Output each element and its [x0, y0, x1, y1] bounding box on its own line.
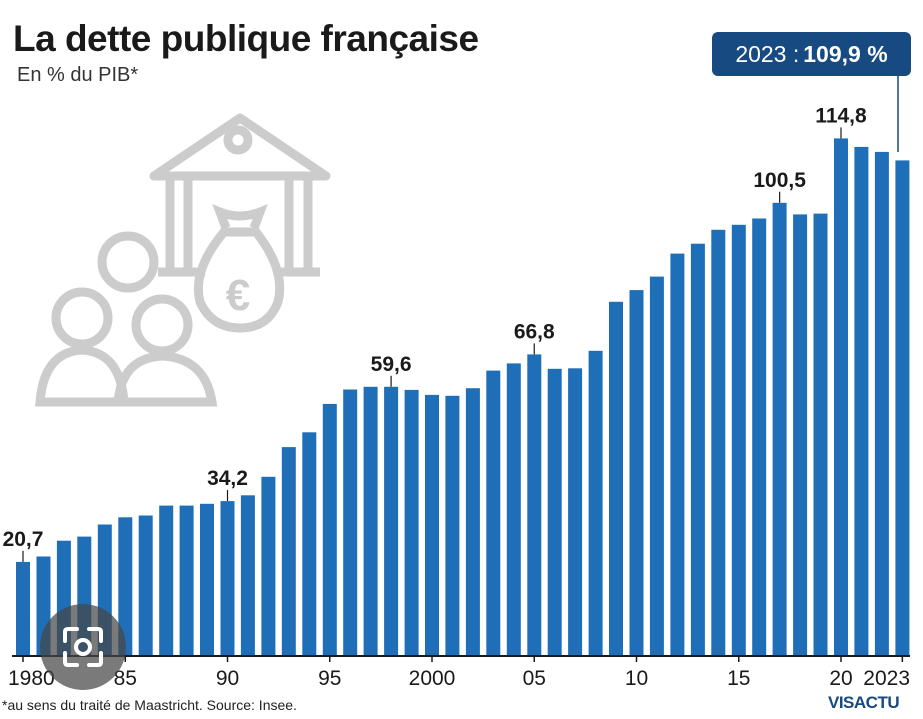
svg-text:€: €: [226, 271, 250, 320]
bar-2023: [895, 160, 910, 655]
camera-lens-icon: [63, 627, 103, 667]
decorative-illustration: €: [35, 113, 331, 407]
bar-2003: [486, 370, 501, 655]
bar-2005: [527, 354, 542, 655]
bar-1990: [220, 501, 235, 655]
x-tick-label-2015: 15: [727, 667, 750, 690]
bar-2013: [690, 243, 705, 655]
bar-2012: [670, 253, 685, 655]
people-group-icon: [35, 231, 218, 407]
bar-2009: [609, 301, 623, 656]
x-tick-label-1980: 1980: [8, 667, 55, 690]
data-label-2005: 66,8: [514, 320, 555, 343]
bar-2004: [506, 363, 521, 655]
latest-value-badge: 2023 : 109,9 %: [712, 32, 911, 76]
bar-2019: [813, 213, 828, 655]
x-tick-label-2023: 2023: [863, 667, 910, 690]
source-footnote: *au sens du traité de Maastricht. Source…: [2, 697, 297, 713]
publisher-logo: VISACTU: [828, 693, 900, 712]
bar-2006: [547, 368, 562, 655]
bar-1987: [159, 505, 174, 655]
bar-1988: [179, 505, 194, 655]
badge-year-label: 2023 :: [735, 40, 800, 67]
bar-1986: [138, 515, 153, 655]
x-tick-label-1990: 90: [216, 667, 239, 690]
euro-money-bag-icon: €: [193, 204, 285, 333]
data-label-2020: 114,8: [815, 104, 867, 127]
x-tick-label-2020: 20: [829, 667, 852, 690]
bar-2020: [834, 138, 848, 655]
bar-2007: [568, 368, 583, 655]
bar-1992: [261, 476, 276, 655]
bar-1999: [404, 389, 419, 655]
bar-2017: [772, 202, 787, 656]
bar-2015: [731, 224, 746, 656]
bar-1998: [384, 386, 399, 655]
bar-2022: [874, 151, 889, 655]
data-label-1990: 34,2: [207, 467, 248, 490]
bar-1989: [200, 503, 214, 655]
x-tick-label-2000: 2000: [409, 667, 456, 690]
bar-2010: [629, 290, 644, 655]
x-tick-label-2010: 10: [625, 667, 648, 690]
data-label-2017: 100,5: [753, 169, 806, 192]
bar-2000: [425, 394, 439, 655]
x-ticks-group: 1980 85 90 95 2000 05 10 15 20 2023: [8, 655, 910, 690]
bar-2021: [854, 146, 869, 655]
bar-2014: [711, 229, 726, 656]
bar-1997: [363, 386, 378, 655]
label-leaders-group: [22, 127, 842, 562]
bars-group: [16, 138, 910, 656]
x-tick-label-2005: 05: [523, 667, 546, 690]
bar-1991: [240, 495, 255, 656]
bank-building-icon: [149, 113, 331, 277]
bar-1994: [302, 432, 317, 656]
bar-1995: [322, 403, 337, 655]
bar-2016: [752, 218, 767, 655]
image-search-overlay-button[interactable]: [40, 604, 126, 690]
x-tick-label-1995: 95: [318, 667, 341, 690]
bar-2001: [445, 395, 460, 655]
bar-2002: [465, 388, 480, 655]
x-tick-label-1985: 85: [114, 667, 137, 690]
bar-1980: [16, 561, 30, 655]
bar-1996: [343, 389, 358, 655]
chart-title: La dette publique française: [13, 18, 479, 59]
bar-2018: [793, 214, 808, 655]
data-label-1998: 59,6: [371, 353, 412, 376]
bar-1985: [118, 517, 133, 655]
data-labels-group: 20,7 34,2 59,6 66,8 100,5 114,8: [3, 104, 867, 550]
bar-1993: [281, 447, 296, 655]
chart-subtitle: En % du PIB*: [17, 64, 139, 86]
bar-2008: [588, 350, 603, 655]
badge-value: 109,9 %: [803, 40, 888, 67]
data-label-1980: 20,7: [3, 528, 44, 551]
bar-2011: [649, 276, 664, 655]
